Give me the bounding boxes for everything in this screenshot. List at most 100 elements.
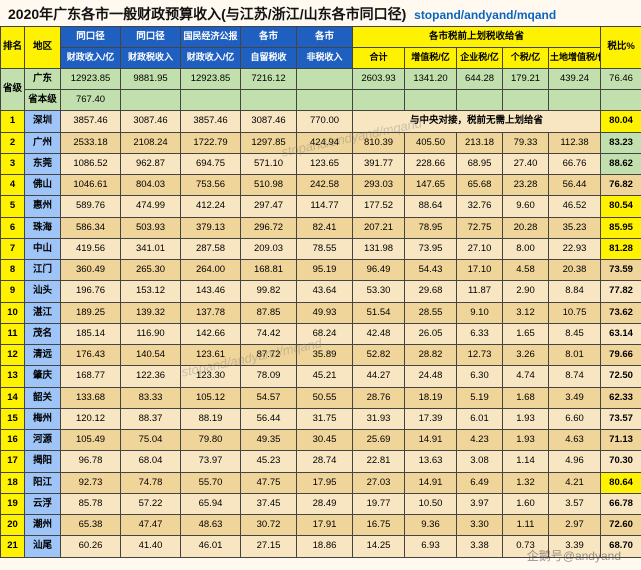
table-cell: 3 [1, 153, 25, 174]
table-cell: 80.64 [601, 472, 641, 493]
table-row: 7中山419.56341.01287.58209.0378.55131.9873… [1, 238, 641, 259]
table-cell: 3.26 [503, 345, 549, 366]
table-row: 省级广东12923.859881.9512923.857216.122603.9… [1, 68, 641, 89]
table-cell: 20 [1, 515, 25, 536]
table-row: 19云浮85.7857.2265.9437.4528.4919.7710.503… [1, 493, 641, 514]
table-cell: 43.64 [297, 281, 353, 302]
table-cell: 1341.20 [405, 68, 457, 89]
table-cell: 586.34 [61, 217, 121, 238]
table-cell: 139.32 [121, 302, 181, 323]
table-cell: 105.49 [61, 430, 121, 451]
table-cell [601, 90, 641, 111]
table-cell: 6.49 [457, 472, 503, 493]
table-cell: 4.23 [457, 430, 503, 451]
table-cell: 571.10 [241, 153, 297, 174]
table-cell: 17.91 [297, 515, 353, 536]
table-row: 3东莞1086.52962.87694.75571.10123.65391.77… [1, 153, 641, 174]
table-cell: 56.44 [549, 175, 601, 196]
table-cell: 24.48 [405, 366, 457, 387]
table-cell: 25.69 [353, 430, 405, 451]
column-header: 财政收入/亿 [181, 48, 241, 69]
table-row: 13肇庆168.77122.36123.3078.0945.2144.2724.… [1, 366, 641, 387]
table-cell: 87.72 [241, 345, 297, 366]
column-header: 企业税/亿 [457, 48, 503, 69]
table-cell: 1046.61 [61, 175, 121, 196]
table-cell: 78.55 [297, 238, 353, 259]
table-cell: 360.49 [61, 260, 121, 281]
table-cell: 4.74 [503, 366, 549, 387]
table-cell: 341.01 [121, 238, 181, 259]
table-cell: 19.77 [353, 493, 405, 514]
table-row: 4佛山1046.61804.03753.56510.98242.58293.03… [1, 175, 641, 196]
table-cell: 503.93 [121, 217, 181, 238]
table-cell: 42.48 [353, 323, 405, 344]
table-cell: 1722.79 [181, 132, 241, 153]
table-cell: 6 [1, 217, 25, 238]
table-cell: 379.13 [181, 217, 241, 238]
table-cell: 2.97 [549, 515, 601, 536]
table-cell: 76.46 [601, 68, 641, 89]
table-cell: 汕头 [25, 281, 61, 302]
table-cell: 1.60 [503, 493, 549, 514]
table-cell: 5 [1, 196, 25, 217]
table-row: 1深圳3857.463087.463857.463087.46770.00与中央… [1, 111, 641, 132]
column-header: 排名 [1, 27, 25, 69]
table-cell: 60.26 [61, 536, 121, 557]
table-cell: 140.54 [121, 345, 181, 366]
table-cell: 391.77 [353, 153, 405, 174]
table-cell: 68.95 [457, 153, 503, 174]
table-cell: 77.82 [601, 281, 641, 302]
table-cell: 肇庆 [25, 366, 61, 387]
table-cell: 18 [1, 472, 25, 493]
table-row: 11茂名185.14116.90142.6674.4268.2442.4826.… [1, 323, 641, 344]
table-cell: 3.97 [457, 493, 503, 514]
table-cell: 87.85 [241, 302, 297, 323]
table-cell: 1.93 [503, 430, 549, 451]
table-cell: 265.30 [121, 260, 181, 281]
table-cell: 153.12 [121, 281, 181, 302]
table-cell: 湛江 [25, 302, 61, 323]
table-cell: 3.38 [457, 536, 503, 557]
table-cell: 6.93 [405, 536, 457, 557]
table-cell: 6.60 [549, 408, 601, 429]
table-cell: 28.82 [405, 345, 457, 366]
table-cell: 510.98 [241, 175, 297, 196]
table-cell: 44.27 [353, 366, 405, 387]
table-cell: 潮州 [25, 515, 61, 536]
table-cell: 12.73 [457, 345, 503, 366]
table-cell [241, 90, 297, 111]
table-cell: 14 [1, 387, 25, 408]
table-cell: 209.03 [241, 238, 297, 259]
table-cell: 12923.85 [181, 68, 241, 89]
table-cell: 293.03 [353, 175, 405, 196]
table-row: 14韶关133.6883.33105.1254.5750.5528.7618.1… [1, 387, 641, 408]
table-cell: 296.72 [241, 217, 297, 238]
table-cell: 1.68 [503, 387, 549, 408]
table-cell: 10.50 [405, 493, 457, 514]
column-header: 合计 [353, 48, 405, 69]
table-cell: 47.75 [241, 472, 297, 493]
table-cell: 45.21 [297, 366, 353, 387]
table-cell: 73.62 [601, 302, 641, 323]
table-cell: 694.75 [181, 153, 241, 174]
table-cell: 广州 [25, 132, 61, 153]
column-header: 个税/亿 [503, 48, 549, 69]
table-cell: 65.68 [457, 175, 503, 196]
table-cell: 17.39 [405, 408, 457, 429]
watermark-bottom: 企鹅号@andyand [527, 547, 621, 564]
table-cell: 11.87 [457, 281, 503, 302]
table-cell: 17.95 [297, 472, 353, 493]
table-cell: 11 [1, 323, 25, 344]
table-cell: 9.10 [457, 302, 503, 323]
table-cell: 73.57 [601, 408, 641, 429]
table-cell: 2 [1, 132, 25, 153]
table-row: 18阳江92.7374.7855.7047.7517.9527.0314.916… [1, 472, 641, 493]
table-cell: 85.78 [61, 493, 121, 514]
table-cell: 1 [1, 111, 25, 132]
table-cell: 196.76 [61, 281, 121, 302]
table-cell: 3.08 [457, 451, 503, 472]
table-cell: 4 [1, 175, 25, 196]
table-row: 20潮州65.3847.4748.6330.7217.9116.759.363.… [1, 515, 641, 536]
table-cell: 116.90 [121, 323, 181, 344]
table-cell: 19 [1, 493, 25, 514]
